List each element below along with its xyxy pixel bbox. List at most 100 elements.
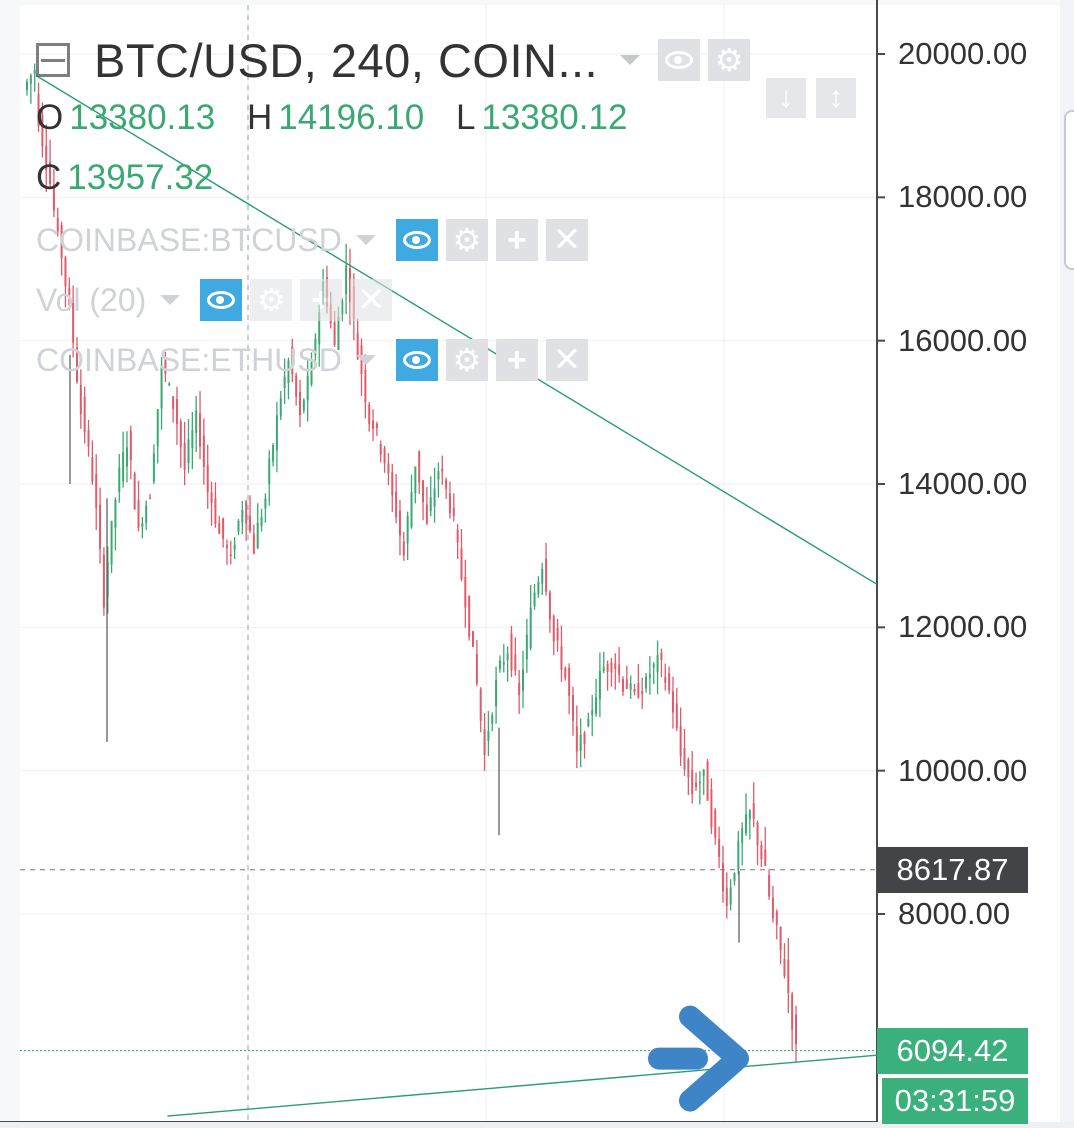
candle-body bbox=[606, 663, 609, 672]
eye-icon[interactable] bbox=[200, 279, 243, 321]
chevron-down-icon[interactable] bbox=[355, 235, 376, 245]
low-label: L bbox=[455, 98, 476, 137]
plus-icon[interactable]: + bbox=[495, 339, 538, 381]
price-axis-label: 20000.00 bbox=[898, 36, 1028, 71]
candle-body bbox=[648, 674, 651, 678]
candle-body bbox=[141, 523, 144, 528]
chevron-down-icon[interactable] bbox=[620, 55, 641, 65]
frame-right bbox=[1060, 0, 1074, 1128]
candle-body bbox=[752, 803, 755, 820]
symbol-title[interactable]: BTC/USD, 240, COIN... bbox=[94, 33, 599, 87]
plus-icon[interactable]: + bbox=[300, 279, 343, 321]
gear-icon[interactable]: ⚙ bbox=[445, 339, 488, 381]
candle-body bbox=[287, 360, 290, 384]
close-value: 13957.32 bbox=[67, 158, 214, 197]
candle-body bbox=[79, 384, 82, 414]
chevron-down-icon[interactable] bbox=[355, 355, 376, 365]
candle-body bbox=[333, 322, 336, 345]
candle-body bbox=[637, 683, 640, 698]
candle-body bbox=[291, 346, 294, 375]
candle-body bbox=[152, 453, 155, 482]
candle-body bbox=[652, 664, 655, 668]
side-panel-handle[interactable] bbox=[1064, 110, 1074, 270]
candle-body bbox=[771, 897, 774, 919]
candle-body bbox=[721, 863, 724, 892]
candles bbox=[26, 63, 797, 1063]
candle-body bbox=[87, 430, 90, 447]
close-icon[interactable]: ✕ bbox=[545, 339, 588, 381]
candle-body bbox=[664, 676, 667, 683]
frame-bottom bbox=[0, 1122, 1074, 1128]
candle-body bbox=[68, 288, 71, 305]
candle-body bbox=[241, 510, 244, 523]
candle-body bbox=[575, 726, 578, 752]
candle-body bbox=[660, 652, 663, 660]
candle-body bbox=[114, 499, 117, 528]
candle-body bbox=[733, 872, 736, 881]
candle-body bbox=[475, 653, 478, 684]
candle-body bbox=[26, 81, 28, 91]
study-name[interactable]: COINBASE:ETHUSD bbox=[36, 341, 342, 378]
collapse-icon[interactable] bbox=[36, 43, 70, 77]
candle-body bbox=[656, 655, 659, 673]
candle-body bbox=[33, 69, 36, 74]
candle-body bbox=[391, 471, 394, 496]
candle-body bbox=[122, 452, 125, 482]
candle-body bbox=[364, 369, 367, 403]
arrow-down-icon[interactable]: ↓ bbox=[766, 78, 806, 118]
gear-icon[interactable]: ⚙ bbox=[708, 39, 751, 81]
candle-body bbox=[595, 697, 598, 714]
gear-icon[interactable]: ⚙ bbox=[250, 279, 293, 321]
candle-body bbox=[375, 423, 378, 428]
candle-body bbox=[191, 430, 194, 449]
candle-body bbox=[464, 576, 467, 608]
gear-icon[interactable]: ⚙ bbox=[445, 219, 488, 261]
candle-body bbox=[568, 667, 571, 697]
study-name[interactable]: Vol (20) bbox=[36, 281, 147, 318]
close-icon[interactable]: ✕ bbox=[350, 279, 393, 321]
candle-body bbox=[518, 682, 521, 696]
frame-left bbox=[0, 0, 20, 1128]
candle-body bbox=[725, 887, 728, 907]
arrow-head bbox=[679, 1005, 749, 1112]
candle-body bbox=[402, 541, 405, 556]
close-icon[interactable]: ✕ bbox=[545, 219, 588, 261]
candle-body bbox=[441, 468, 444, 472]
candle-body bbox=[233, 544, 236, 550]
candle-body bbox=[64, 257, 67, 287]
candle-body bbox=[133, 473, 136, 510]
candle-body bbox=[783, 958, 786, 976]
candle-body bbox=[41, 115, 44, 147]
candle-body bbox=[433, 488, 436, 507]
chevron-down-icon[interactable] bbox=[160, 295, 181, 305]
candle-body bbox=[218, 523, 221, 534]
symbol-row: BTC/USD, 240, COIN... ⚙ bbox=[36, 30, 758, 90]
eye-icon[interactable] bbox=[658, 39, 701, 81]
candle-body bbox=[621, 678, 624, 692]
candle-body bbox=[318, 312, 321, 345]
low-value: 13380.12 bbox=[481, 98, 628, 137]
arrow-updown-icon[interactable]: ↕ bbox=[816, 78, 856, 118]
last-price-tag: 8617.87 bbox=[877, 847, 1028, 893]
candle-body bbox=[56, 217, 59, 232]
eye-icon[interactable] bbox=[395, 339, 438, 381]
candle-body bbox=[379, 444, 382, 455]
candle-body bbox=[791, 994, 794, 1030]
candle-body bbox=[110, 520, 113, 565]
trendline-resistance bbox=[35, 74, 878, 585]
plus-icon[interactable]: + bbox=[495, 219, 538, 261]
scale-buttons: ↓ ↕ bbox=[766, 78, 866, 118]
candle-body bbox=[125, 447, 128, 467]
study-name[interactable]: COINBASE:BTCUSD bbox=[36, 221, 342, 258]
price-axis-label: 12000.00 bbox=[898, 609, 1028, 645]
candle-body bbox=[356, 332, 359, 359]
candle-body bbox=[199, 413, 202, 447]
candle-body bbox=[275, 415, 278, 451]
candle-body bbox=[264, 498, 267, 509]
candle-body bbox=[210, 492, 213, 504]
eye-icon[interactable] bbox=[395, 219, 438, 261]
candle-body bbox=[383, 448, 386, 464]
candle-body bbox=[398, 510, 401, 536]
candle-body bbox=[172, 396, 175, 409]
current-price-tag: 6094.42 bbox=[877, 1028, 1028, 1074]
